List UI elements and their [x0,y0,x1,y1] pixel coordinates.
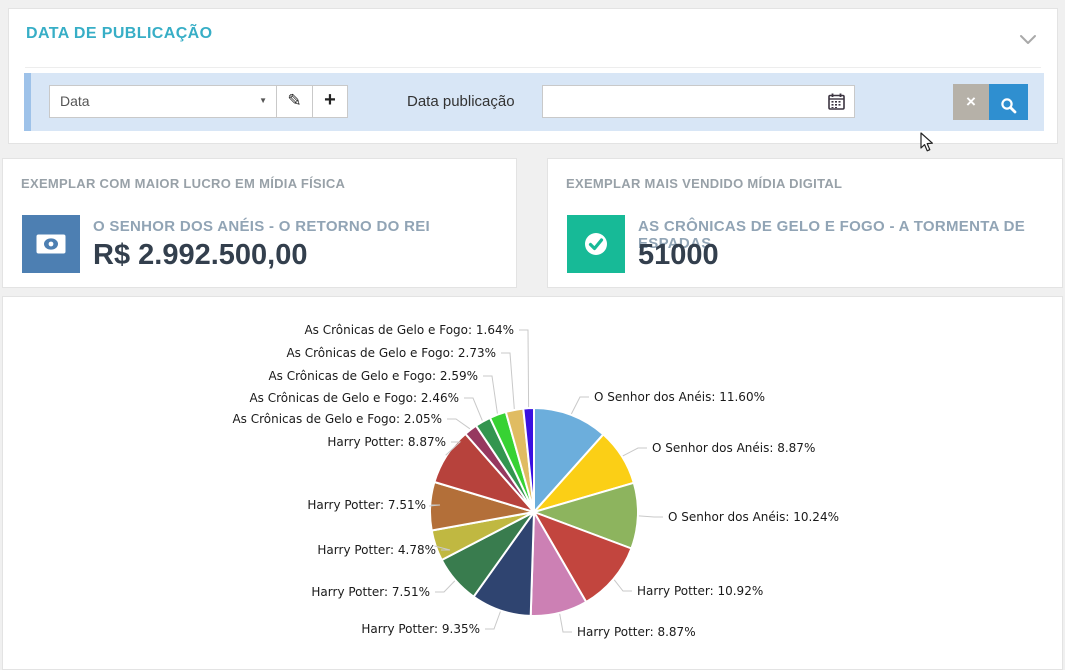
pie-label: O Senhor dos Anéis: 8.87% [652,441,815,455]
banknote-icon [22,215,80,273]
date-field-label: Data publicação [407,93,515,110]
pie-label-connector [613,579,632,592]
divider [25,67,1041,68]
pie-slice[interactable] [533,406,605,513]
card-title: EXEMPLAR COM MAIOR LUCRO EM MÍDIA FÍSICA [21,176,346,191]
edit-filter-button[interactable]: ✎ [276,85,313,118]
pie-label: As Crônicas de Gelo e Fogo: 2.05% [232,412,442,426]
pie-label: As Crônicas de Gelo e Fogo: 2.46% [249,391,459,405]
calendar-button[interactable] [819,85,855,118]
pie-label-connector [570,396,589,415]
pie-label-connector [559,613,572,633]
pie-chart-panel: O Senhor dos Anéis: 11.60% O Senhor dos A… [2,296,1063,670]
card-value: 51000 [638,239,719,271]
pie-label-connector [622,447,647,457]
pie-label-connector [445,441,462,456]
panel-title: DATA DE PUBLICAÇÃO [26,25,213,42]
pie-label-connector [483,375,498,414]
date-input[interactable] [542,85,820,118]
calendar-icon [828,93,845,110]
card-subtitle: AS CRÔNICAS DE GELO E FOGO - A TORMENTA … [638,218,1026,252]
stat-card-physical-media: EXEMPLAR COM MAIOR LUCRO EM MÍDIA FÍSICA… [2,158,517,288]
pie-label: Harry Potter: 7.51% [311,585,430,599]
pie-label: O Senhor dos Anéis: 10.24% [668,510,839,524]
pie-label-connector [638,515,663,518]
caret-down-icon: ▼ [259,96,267,105]
pie-label-connector [501,352,515,409]
pencil-icon: ✎ [287,91,302,110]
pie-label-connector [434,545,451,551]
pie-chart: O Senhor dos Anéis: 11.60% O Senhor dos A… [232,323,839,639]
pie-label-connector [519,329,530,408]
pie-label: As Crônicas de Gelo e Fogo: 2.73% [286,346,496,360]
check-circle-icon [567,215,625,273]
search-button[interactable] [989,84,1028,120]
pie-label: Harry Potter: 4.78% [317,543,436,557]
pie-slice[interactable] [522,407,535,513]
pie-label: As Crônicas de Gelo e Fogo: 2.59% [268,369,478,383]
pie-label: O Senhor dos Anéis: 11.60% [594,390,765,404]
pie-label-connector [429,504,441,507]
stat-card-digital-media: EXEMPLAR MAIS VENDIDO MÍDIA DIGITAL AS C… [547,158,1063,288]
card-title: EXEMPLAR MAIS VENDIDO MÍDIA DIGITAL [566,176,843,191]
pie-label: Harry Potter: 7.51% [307,498,426,512]
pie-label-connector [447,418,471,430]
field-select[interactable]: Data ▼ [49,85,277,118]
chevron-down-icon[interactable] [1019,33,1037,45]
pie-label-connector [435,580,456,593]
pie-label: Harry Potter: 10.92% [637,584,763,598]
pie-label: Harry Potter: 8.87% [577,625,696,639]
pie-label: Harry Potter: 9.35% [361,622,480,636]
pie-label: Harry Potter: 8.87% [327,435,446,449]
clear-search-button[interactable]: × [953,84,989,120]
pie-label-connector [464,397,483,421]
card-subtitle: O SENHOR DOS ANÉIS - O RETORNO DO REI [93,218,430,235]
card-value: R$ 2.992.500,00 [93,239,308,271]
plus-icon: + [324,89,336,111]
pie-label-connector [485,611,501,630]
pie-slice[interactable] [533,511,633,603]
x-icon: × [966,92,976,111]
add-filter-button[interactable]: + [312,85,348,118]
search-icon [1001,97,1017,113]
publication-date-panel: DATA DE PUBLICAÇÃO Data ▼ ✎ + Data publi… [8,8,1058,144]
field-select-value: Data [60,93,90,109]
filter-bar: Data ▼ ✎ + Data publicação [24,73,1044,131]
pie-label: As Crônicas de Gelo e Fogo: 1.64% [304,323,514,337]
